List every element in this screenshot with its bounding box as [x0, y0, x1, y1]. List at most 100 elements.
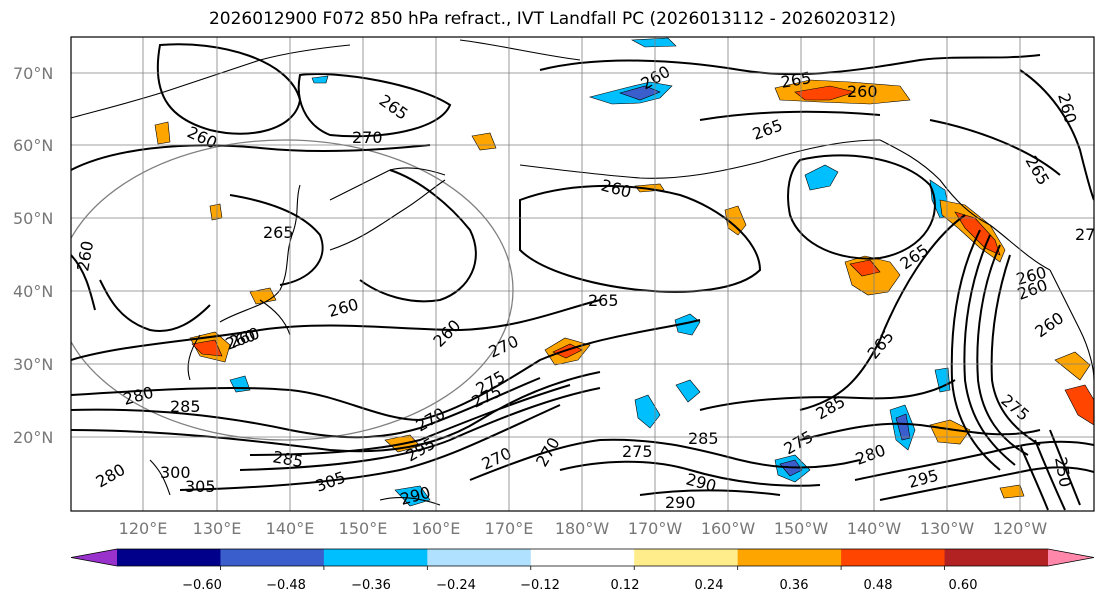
- colorbar-tick-label: 0.48: [864, 578, 893, 593]
- contour-line: [71, 254, 96, 311]
- colorbar-segment: [737, 549, 842, 566]
- anomaly-patch: [895, 413, 911, 441]
- longitude-label: 150°W: [774, 519, 829, 538]
- longitude-label: 120°W: [993, 519, 1048, 538]
- latitude-label: 70°N: [13, 64, 53, 83]
- contour-line: [469, 438, 861, 481]
- contour-line: [950, 229, 1001, 471]
- anomaly-patch: [1064, 384, 1094, 426]
- longitude-label: 180°W: [555, 519, 610, 538]
- latitude-label: 50°N: [13, 209, 53, 228]
- contour-line: [359, 169, 477, 303]
- contour-line: [156, 43, 302, 135]
- contour-line: [71, 144, 431, 171]
- longitude-label: 130°W: [920, 519, 975, 538]
- latitude-label: 20°N: [13, 428, 53, 447]
- coastline: [459, 39, 581, 61]
- contour-line: [179, 404, 561, 491]
- colorbar-extend-min: [71, 549, 117, 566]
- coastline: [71, 44, 351, 119]
- longitude-labels: 120°E 130°E 140°E 150°E 160°E 170°E 180°…: [119, 519, 1048, 538]
- colorbar-segment: [530, 549, 635, 566]
- contour-line: [1019, 69, 1094, 201]
- colorbar-tick-label: −0.48: [266, 578, 306, 593]
- contour-line: [539, 54, 1041, 76]
- anomaly-patch: [1054, 351, 1091, 381]
- contour-label: 270: [352, 128, 383, 147]
- contour-label: 260: [847, 82, 878, 101]
- graticule: [71, 37, 1094, 511]
- coastline: [149, 459, 171, 496]
- anomaly-patch: [675, 379, 701, 403]
- coastline: [329, 179, 446, 251]
- latitude-label: 40°N: [13, 282, 53, 301]
- colorbar-tick-label: −0.60: [182, 578, 222, 593]
- anomaly-patch: [619, 85, 661, 101]
- coastline: [379, 496, 441, 506]
- longitude-label: 130°E: [193, 519, 242, 538]
- contour-label: 300: [160, 463, 191, 482]
- anomaly-patch: [674, 313, 701, 336]
- colorbar-segment: [117, 549, 221, 566]
- colorbar-segment: [944, 549, 1049, 566]
- contour-label: 265: [588, 291, 619, 310]
- anomaly-patch: [849, 259, 881, 277]
- coastline: [329, 167, 446, 201]
- contour-line: [799, 214, 966, 411]
- anomaly-patch: [311, 75, 329, 84]
- colorbar-tick-label: −0.36: [351, 578, 391, 593]
- colorbar-tick-label: −0.24: [436, 578, 476, 593]
- contour-line: [229, 194, 324, 286]
- longitude-label: 140°W: [847, 519, 902, 538]
- contour-lines: [71, 43, 1094, 511]
- contour-line: [99, 279, 211, 332]
- contour-line: [639, 489, 781, 496]
- anomaly-patch: [191, 339, 223, 357]
- anomaly-patch: [630, 37, 677, 48]
- contour-label: 305: [185, 477, 216, 496]
- anomaly-patch: [804, 164, 839, 191]
- contour-line: [71, 299, 601, 361]
- colorbar-outline: [70, 548, 1095, 567]
- contour-line: [1034, 439, 1066, 511]
- anomaly-patch: [934, 367, 951, 393]
- contour-label: 285: [688, 429, 719, 448]
- contour-line: [699, 379, 956, 411]
- latitude-labels: 70°N 60°N 50°N 40°N 30°N 20°N: [13, 64, 53, 447]
- coastline: [187, 334, 201, 381]
- colorbar-segment: [220, 549, 325, 566]
- anomaly-patch: [999, 484, 1025, 499]
- coastline: [219, 184, 301, 323]
- contour-line: [963, 234, 1016, 466]
- longitude-label: 120°E: [119, 519, 168, 538]
- colorbar-segment: [634, 549, 739, 566]
- longitude-label: 150°E: [339, 519, 388, 538]
- coastline: [519, 139, 881, 179]
- latitude-label: 30°N: [13, 355, 53, 374]
- contour-line: [71, 371, 601, 453]
- contour-line: [699, 110, 881, 121]
- contour-label: 275: [622, 442, 653, 461]
- longitude-label: 170°W: [628, 519, 683, 538]
- map-title: 2026012900 F072 850 hPa refract., IVT La…: [208, 9, 896, 29]
- shaded-anomalies: [154, 37, 1094, 507]
- anomaly-patch: [794, 85, 857, 101]
- longitude-label: 160°W: [701, 519, 756, 538]
- map-panel: 265 260 270 260 260 265 265 260 265 260 …: [71, 37, 1094, 512]
- contour-line: [519, 184, 762, 293]
- contour-line: [559, 460, 821, 487]
- colorbar-ticks: −0.60 −0.48 −0.36 −0.24 −0.12 0.12 0.24 …: [182, 578, 977, 593]
- longitude-label: 140°E: [266, 519, 315, 538]
- contour-line: [799, 422, 1041, 441]
- contour-label: 290: [665, 493, 696, 512]
- colorbar-tick-label: 0.60: [949, 578, 978, 593]
- contour-line: [879, 466, 1094, 501]
- contour-line: [71, 319, 701, 422]
- colorbar-segment: [323, 549, 428, 566]
- contour-label: 265: [263, 223, 294, 242]
- coastline: [1049, 269, 1094, 381]
- contour-line: [990, 254, 1041, 446]
- colorbar-tick-label: −0.12: [520, 578, 560, 593]
- reference-circle: [71, 139, 514, 441]
